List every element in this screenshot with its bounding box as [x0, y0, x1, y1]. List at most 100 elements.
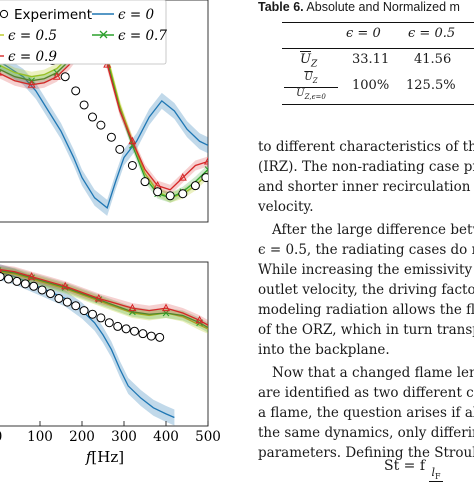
bottom-plot-frame	[0, 261, 209, 427]
data-point	[165, 191, 175, 201]
data-point	[201, 173, 208, 183]
data-point	[190, 181, 200, 191]
table-top-rule	[282, 22, 474, 23]
text-line: to different characteristics of the	[258, 139, 474, 155]
data-point	[146, 331, 156, 341]
legend-eps09-label: ϵ = 0.9	[8, 49, 57, 65]
text-line: (IRZ). The non-radiating case pr	[258, 159, 474, 175]
series-line-eps0	[0, 61, 208, 209]
top-plot: Experiment ϵ = 0 ϵ = 0.5 ϵ = 0.7 ϵ = 0.9	[0, 0, 209, 223]
data-point	[153, 187, 163, 197]
data-point	[27, 80, 36, 88]
x-axis-label: f[Hz]	[85, 448, 124, 466]
data-point	[203, 156, 208, 165]
data-point	[106, 132, 116, 142]
table-row2-eps0: 100%	[352, 78, 390, 93]
table-row2-label: UZ UZ,ϵ=0	[284, 72, 338, 103]
plot-area	[0, 264, 208, 426]
text-line: While increasing the emissivity	[258, 262, 473, 278]
data-point	[178, 173, 187, 181]
text-line: ϵ = 0.5, the radiating cases do not	[258, 242, 474, 258]
table-row2-numerator: UZ	[284, 72, 338, 88]
table-row2-denominator: UZ,ϵ=0	[296, 88, 326, 101]
data-point	[104, 318, 114, 328]
legend-eps07-marker	[99, 30, 108, 39]
x-tick-label: 200	[69, 429, 95, 445]
data-point	[195, 315, 204, 324]
formula-lhs: St = f	[384, 458, 426, 474]
series-band-eps09	[0, 31, 208, 195]
table-row1-label: UZ	[300, 52, 317, 70]
text-line: parameters. Defining the Strouhal n	[258, 445, 474, 461]
bottom-plot	[0, 261, 209, 427]
data-point	[161, 303, 171, 312]
table-row2-eps05: 125.5%	[406, 78, 456, 93]
table-row1-sub: Z	[310, 59, 318, 70]
legend: Experiment ϵ = 0 ϵ = 0.5 ϵ = 0.7 ϵ = 0.9	[0, 0, 167, 65]
x-tick-label: 0	[0, 429, 2, 445]
data-point	[178, 189, 188, 199]
table-row1-eps0: 33.11	[352, 52, 390, 67]
data-point	[61, 281, 70, 290]
series-line-eps09	[0, 35, 208, 191]
x-tick-label: 300	[111, 429, 137, 445]
data-point	[37, 285, 47, 295]
x-axis: 0 100 200 300 400 500	[0, 421, 221, 445]
table-caption-text: Absolute and Normalized m	[306, 0, 460, 14]
text-line: a flame, the question arises if all	[258, 405, 474, 421]
data-point	[0, 272, 5, 282]
data-point	[96, 313, 106, 323]
text-line: the same dynamics, only differin	[258, 425, 474, 441]
data-point	[115, 144, 125, 154]
series-band-eps07	[0, 25, 208, 203]
text-line: of the ORZ, which in turn transpo	[258, 322, 474, 338]
data-point	[88, 112, 97, 122]
text-line: into the backplane.	[258, 342, 390, 358]
table-mid-rule	[282, 48, 474, 49]
data-point	[88, 309, 97, 319]
legend-experiment-marker	[0, 9, 9, 19]
series-band-eps0	[0, 53, 208, 216]
legend-eps05-label: ϵ = 0.5	[8, 28, 57, 44]
x-tick-label: 500	[195, 429, 221, 445]
data-point	[204, 166, 208, 173]
data-point	[127, 160, 137, 170]
table-header-eps0: ϵ = 0	[346, 26, 381, 41]
data-point	[71, 301, 81, 311]
table-caption-label: Table 6.	[258, 0, 304, 14]
text-line: After the large difference betw	[272, 222, 474, 238]
text-line: and shorter inner recirculation zone	[258, 179, 474, 195]
text-line: modeling radiation allows the flam	[258, 302, 474, 318]
data-point	[46, 289, 55, 299]
data-point	[60, 72, 70, 82]
data-point	[4, 274, 13, 284]
data-point	[129, 308, 136, 316]
figure: Experiment ϵ = 0 ϵ = 0.5 ϵ = 0.7 ϵ = 0.9…	[0, 0, 221, 466]
formula-fraction: lF	[429, 466, 443, 482]
series-band-eps0	[0, 264, 175, 426]
data-point	[130, 326, 139, 336]
data-point	[140, 177, 150, 187]
data-point	[29, 281, 39, 291]
data-point	[27, 272, 36, 280]
data-point	[128, 303, 137, 312]
table-row1-eps05: 41.56	[414, 52, 452, 67]
data-point	[12, 276, 22, 286]
legend-eps07-label: ϵ = 0.7	[118, 28, 167, 44]
data-point	[113, 321, 123, 331]
x-tick-label: 100	[27, 429, 53, 445]
data-point	[121, 324, 131, 334]
table-row1-symbol: U	[300, 52, 311, 67]
x-axis-label-unit: [Hz]	[91, 448, 124, 466]
data-point	[155, 332, 165, 342]
data-point	[94, 293, 103, 302]
data-point	[79, 306, 89, 316]
table-bottom-rule	[282, 104, 474, 105]
top-plot-frame	[0, 0, 209, 223]
data-point	[79, 100, 89, 110]
text-line: Now that a changed flame length	[272, 365, 474, 381]
data-point	[52, 72, 61, 80]
data-point	[128, 136, 137, 145]
strouhal-formula: St = f lF	[384, 458, 443, 482]
data-point	[138, 329, 148, 339]
